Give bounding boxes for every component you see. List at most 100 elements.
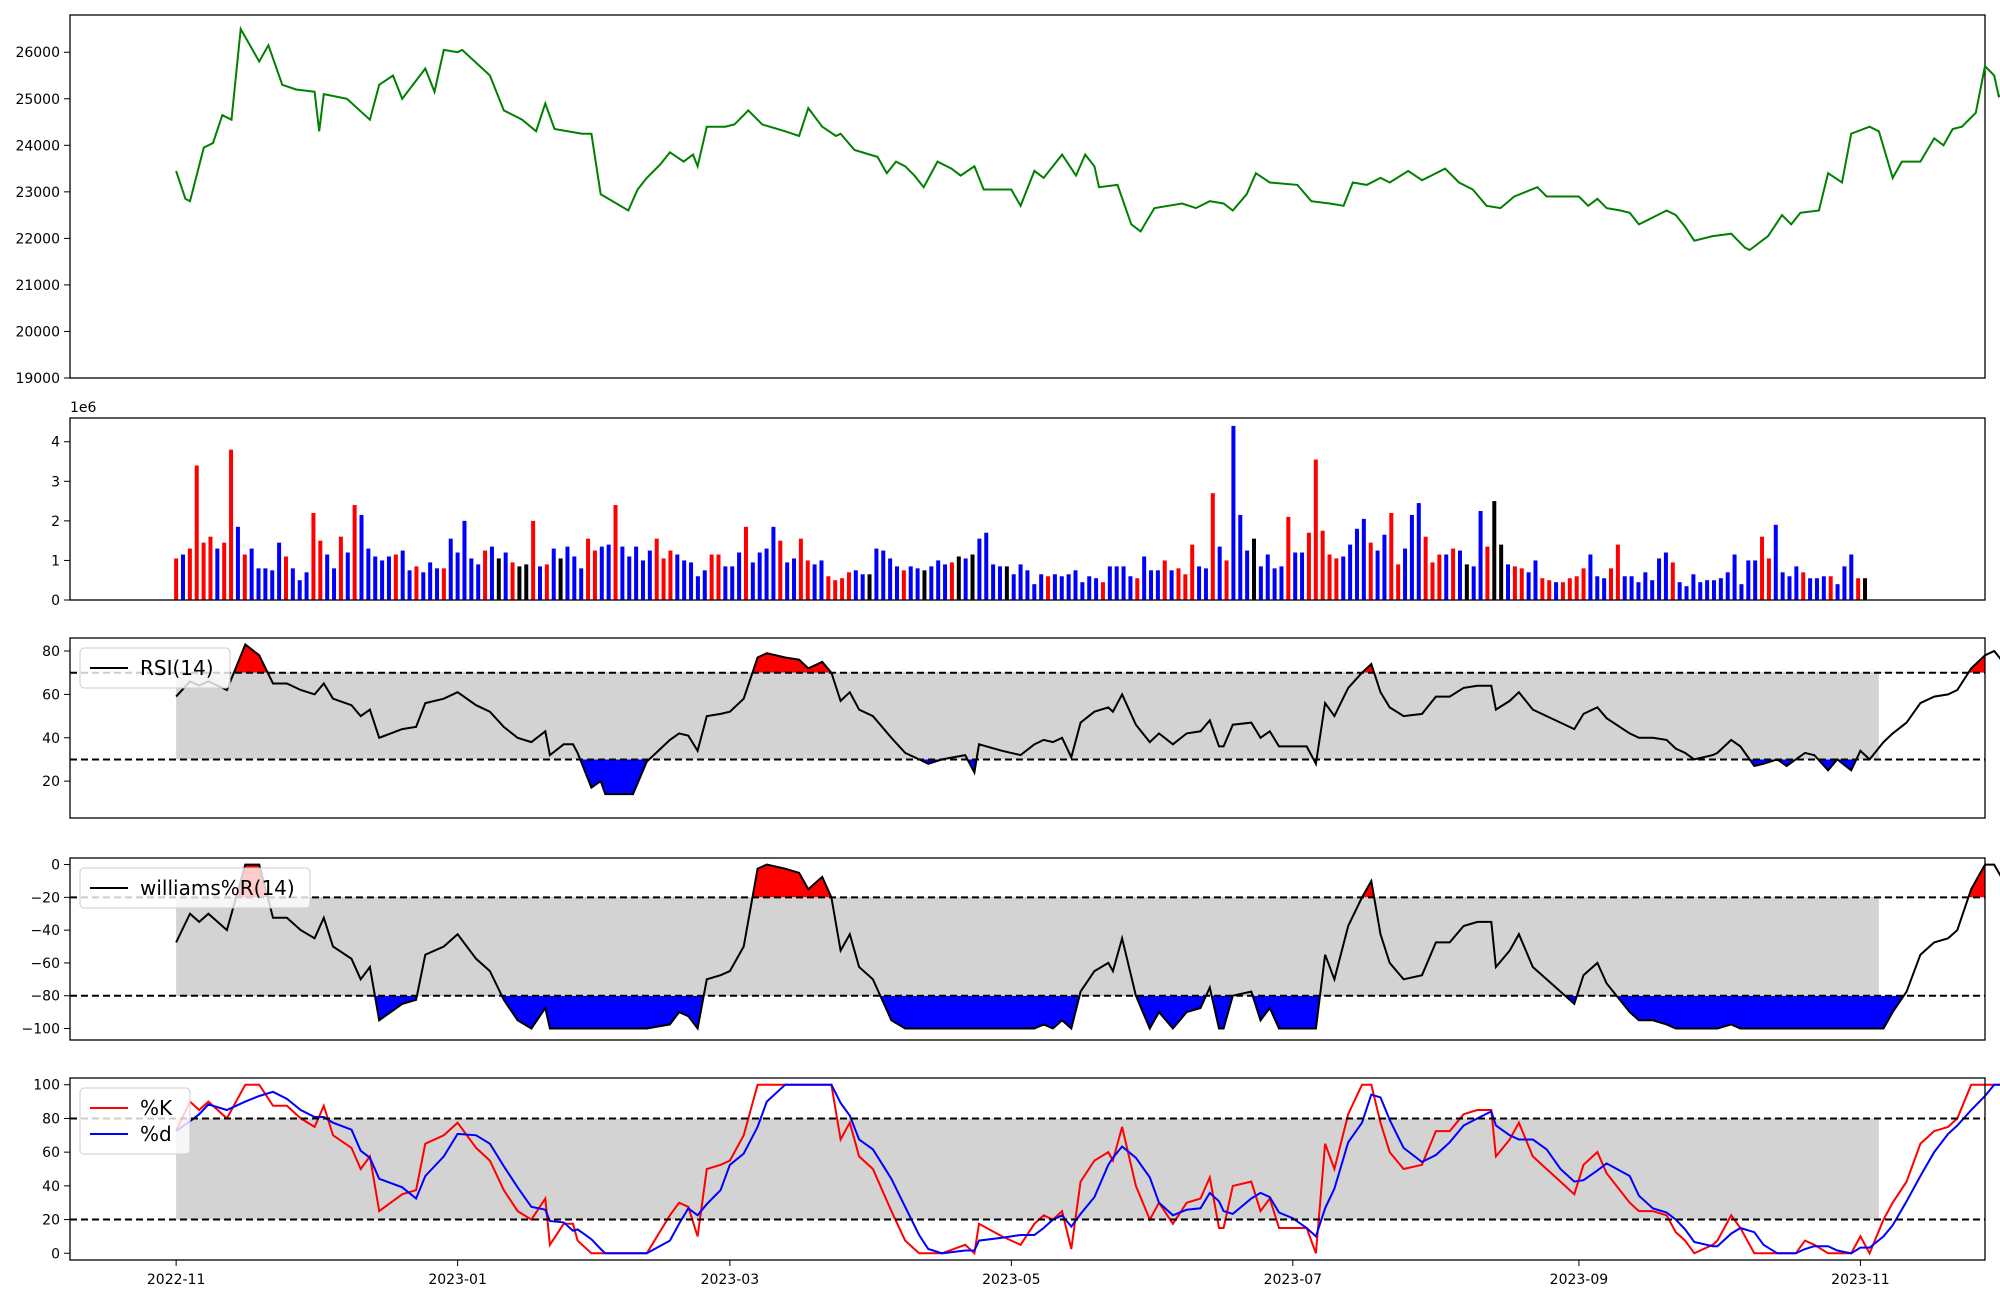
x-tick-label: 2023-07 <box>1264 1272 1323 1288</box>
volume-bar <box>531 520 536 600</box>
volume-bar <box>840 578 845 600</box>
volume-bar <box>1821 576 1826 600</box>
close-price-line <box>175 25 2000 252</box>
y-tick-label: 40 <box>42 731 60 747</box>
volume-bar <box>283 556 288 600</box>
volume-bar <box>1540 578 1545 600</box>
volume-bar <box>572 556 577 600</box>
volume-bar <box>1409 514 1414 600</box>
y-tick-label: 0 <box>51 593 60 609</box>
stochastic-panel: 0 20 40 60 80 100 %K%d <box>33 1077 2000 1262</box>
volume-bar <box>1128 576 1133 600</box>
volume-bar <box>1842 566 1847 600</box>
volume-bar <box>599 546 604 600</box>
y-tick-label: −20 <box>30 890 60 906</box>
volume-bar <box>208 536 213 600</box>
volume-bar <box>448 538 453 600</box>
volume-bar <box>833 580 838 600</box>
volume-bar <box>1464 564 1469 600</box>
x-tick-label: 2023-03 <box>701 1272 760 1288</box>
volume-bar <box>606 544 611 600</box>
volume-bar <box>750 562 755 600</box>
volume-bar <box>1046 576 1051 600</box>
y-tick-label: 3 <box>51 474 60 490</box>
volume-bar <box>1499 544 1504 600</box>
volume-bar <box>1306 532 1311 600</box>
volume-bar <box>1361 518 1366 600</box>
volume-bar <box>1217 546 1222 600</box>
panel-frame <box>69 1077 1986 1261</box>
volume-bar <box>1808 578 1813 600</box>
volume-bar <box>1162 560 1167 600</box>
volume-bar <box>1773 524 1778 600</box>
volume-bar <box>1725 572 1730 600</box>
volume-bar <box>352 505 357 600</box>
volume-bar <box>503 552 508 600</box>
volume-bar <box>1615 544 1620 600</box>
volume-bar <box>1746 560 1751 600</box>
volume-bar <box>1114 566 1119 600</box>
volume-bar <box>592 550 597 600</box>
volume-bar <box>290 568 295 600</box>
volume-bar <box>510 562 515 600</box>
volume-bar <box>311 512 316 600</box>
volume-bar <box>1080 582 1085 600</box>
volume-bar <box>1457 550 1462 600</box>
volume-bar <box>483 550 488 600</box>
volume-bar <box>1197 566 1202 600</box>
volume-bar <box>373 556 378 600</box>
volume-bar <box>551 548 556 600</box>
volume-bar <box>1073 570 1078 600</box>
x-tick-label: 2023-09 <box>1550 1272 1609 1288</box>
volume-bar <box>1025 570 1030 600</box>
volume-bar <box>524 564 529 600</box>
volume-bar <box>1835 584 1840 600</box>
volume-bar <box>1018 564 1023 600</box>
volume-bar <box>1760 536 1765 600</box>
volume-bar <box>407 570 412 600</box>
legend-label: RSI(14) <box>140 656 214 680</box>
legend-label: %K <box>140 1096 173 1120</box>
shared-x-axis: 2022-11 2023-01 2023-03 2023-05 2023-07 2023-… <box>147 1260 1890 1288</box>
volume-bar <box>1471 566 1476 600</box>
volume-bar <box>579 568 584 600</box>
volume-bar <box>1588 554 1593 600</box>
volume-bar <box>441 568 446 600</box>
volume-bar <box>1602 578 1607 600</box>
volume-bar <box>469 558 474 600</box>
y-tick-label: 20 <box>42 1213 60 1229</box>
volume-bar <box>1512 566 1517 600</box>
volume-bar <box>613 505 618 600</box>
volume-bar <box>517 566 522 600</box>
volume-bar <box>215 548 220 600</box>
volume-bar <box>1183 574 1188 600</box>
volume-bar <box>1856 578 1861 600</box>
volume-bar <box>496 558 501 600</box>
volume-bar <box>1149 570 1154 600</box>
volume-bar <box>1203 568 1208 600</box>
volume-bar <box>489 546 494 600</box>
volume-bar <box>1039 574 1044 600</box>
volume-bar <box>1849 554 1854 600</box>
volume-bar <box>1739 584 1744 600</box>
volume-bar <box>1595 576 1600 600</box>
volume-bar <box>1711 580 1716 600</box>
volume-bar <box>359 514 364 600</box>
volume-bar <box>737 552 742 600</box>
volume-bar <box>1320 530 1325 600</box>
volume-bar <box>764 548 769 600</box>
volume-bar <box>393 554 398 600</box>
volume-bar <box>1135 578 1140 600</box>
volume-bar <box>1705 580 1710 600</box>
volume-bar <box>675 554 680 600</box>
volume-bar <box>1341 556 1346 600</box>
volume-bar <box>1245 550 1250 600</box>
panel-frame <box>69 857 1986 1041</box>
y-tick-label: 24000 <box>15 138 60 154</box>
volume-bar <box>798 538 803 600</box>
volume-bar <box>304 572 309 600</box>
y-tick-label: 19000 <box>15 371 60 387</box>
volume-bar <box>812 564 817 600</box>
volume-bar <box>668 550 673 600</box>
